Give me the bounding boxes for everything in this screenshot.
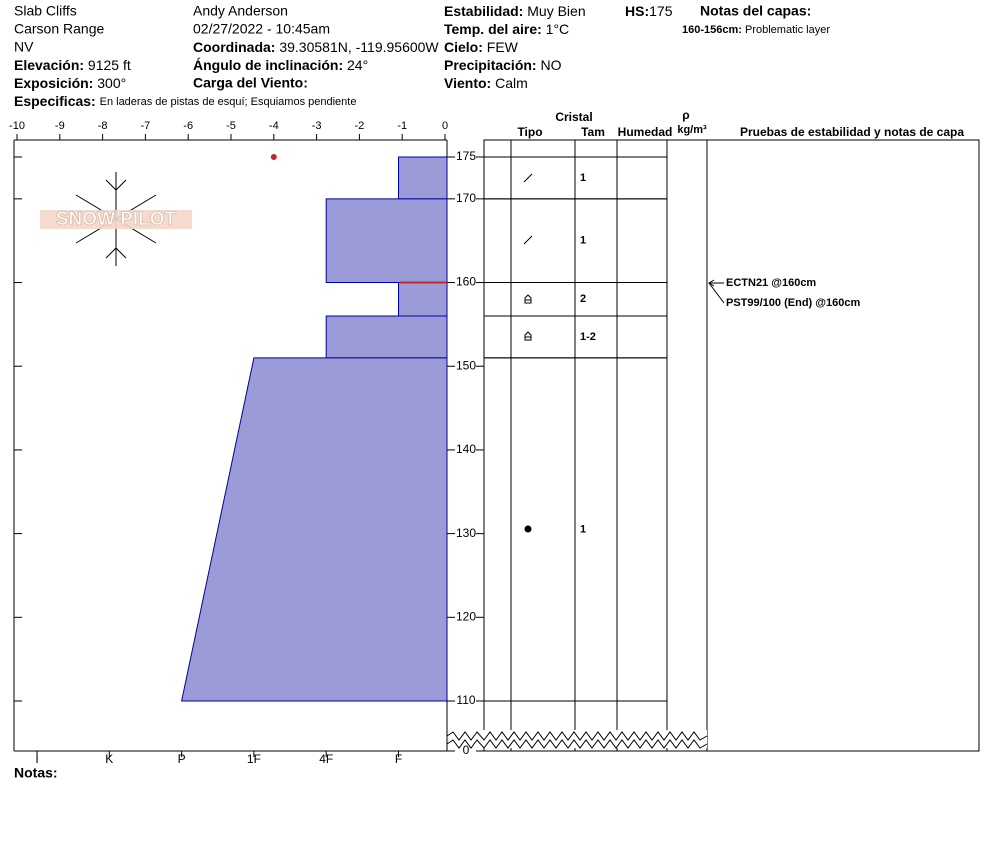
stability: Estabilidad: Muy Bien [444, 3, 586, 19]
y-tick-label: 175 [456, 149, 476, 163]
y-tick-label: 120 [456, 609, 476, 623]
slope: Ángulo de inclinación: 24° [193, 57, 368, 73]
observer: Andy Anderson [193, 3, 288, 19]
stability-test: PST99/100 (End) @160cm [726, 297, 860, 309]
hardness-label: K [105, 752, 113, 766]
hardness-label: 4F [319, 752, 333, 766]
temperature-point [270, 154, 277, 160]
y-tick-label: 150 [456, 358, 476, 372]
grain-symbols [523, 173, 533, 533]
layer-note: 160-156cm: Problematic layer [682, 24, 830, 36]
y-tick-label: 170 [456, 191, 476, 205]
x-tick-label: -9 [55, 120, 65, 132]
hardness-layer [398, 282, 448, 317]
location: Slab Cliffs [14, 3, 77, 19]
logo-text: SNOW PILOT [56, 209, 177, 230]
layer-notes-title: Notas del capas: [700, 3, 811, 19]
precip: Precipitación: NO [444, 57, 562, 73]
aspect: Exposición: 300° [14, 75, 126, 91]
grain-size: 1-2 [580, 331, 596, 343]
range: Carson Range [14, 21, 104, 37]
grain-size: 2 [580, 293, 586, 305]
grain-size: 1 [580, 523, 586, 535]
x-tick-label: -8 [98, 120, 108, 132]
test-arrows [708, 279, 725, 304]
hardness-layer [325, 315, 448, 359]
state: NV [14, 39, 34, 55]
x-tick-label: -2 [355, 120, 365, 132]
notes-label: Notas: [14, 765, 58, 781]
x-tick-label: -10 [9, 120, 25, 132]
col-type: Tipo [517, 125, 542, 139]
col-density-unit: kg/m³ [677, 124, 707, 136]
hardness-layer [180, 357, 448, 702]
hardness-label: I [35, 752, 38, 766]
x-tick-label: -7 [141, 120, 151, 132]
y-tick-label: 0 [463, 743, 470, 757]
datetime: 02/27/2022 - 10:45am [193, 21, 330, 37]
col-moisture: Humedad [618, 125, 673, 139]
y-tick-label: 140 [456, 442, 476, 456]
y-tick-label: 130 [456, 526, 476, 540]
specifics: Especificas: En laderas de pistas de esq… [14, 93, 356, 109]
wind: Viento: Calm [444, 75, 528, 91]
hardness-label: 1F [247, 752, 261, 766]
hardness-layer [325, 198, 448, 284]
hardness-label: P [178, 752, 186, 766]
y-tick-label: 160 [456, 275, 476, 289]
col-crystal: Cristal [555, 110, 592, 124]
wind-loading: Carga del Viento: [193, 75, 308, 91]
x-tick-label: -6 [183, 120, 193, 132]
x-tick-label: -3 [312, 120, 322, 132]
stability-test: ECTN21 @160cm [726, 277, 816, 289]
coordinates: Coordinada: 39.30581N, -119.95600W [193, 39, 439, 55]
y-tick-label: 110 [456, 693, 475, 707]
hardness-label: F [395, 752, 402, 766]
grain-size: 1 [580, 172, 586, 184]
elevation: Elevación: 9125 ft [14, 57, 131, 73]
col-size: Tam [581, 125, 605, 139]
hardness-layer [398, 156, 448, 200]
x-tick-label: -5 [226, 120, 236, 132]
col-tests: Pruebas de estabilidad y notas de capa [740, 125, 964, 139]
x-tick-label: -4 [269, 120, 279, 132]
grain-size: 1 [580, 235, 586, 247]
sky: Cielo: FEW [444, 39, 519, 55]
x-tick-label: 0 [442, 120, 448, 132]
col-density: ρ [682, 108, 689, 122]
air-temp: Temp. del aire: 1°C [444, 21, 569, 37]
x-tick-label: -1 [397, 120, 407, 132]
logo-band [40, 210, 192, 229]
hs: HS:175 [625, 3, 673, 19]
